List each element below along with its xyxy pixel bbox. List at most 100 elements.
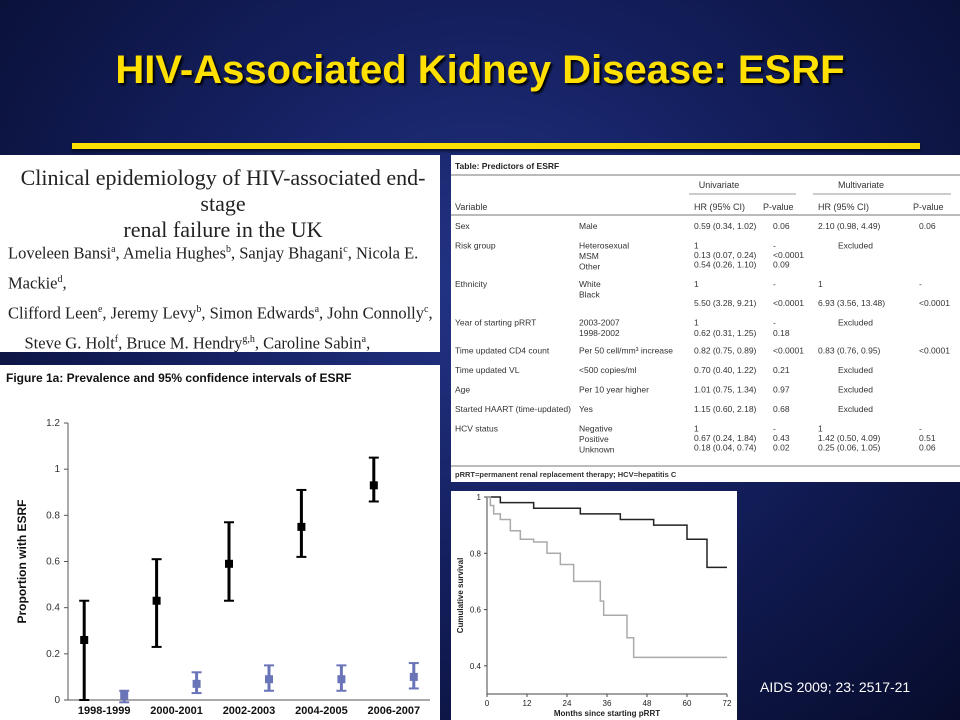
row-level: White: [579, 279, 601, 289]
table-row: Started HAART (time-updated) Yes 1.15 (0.6…: [455, 404, 873, 414]
estimate-point: [369, 481, 378, 490]
row-level: Black: [579, 290, 601, 300]
estimate-point: [192, 679, 201, 688]
table-title: Table: Predictors of ESRF: [455, 161, 559, 171]
univariate-p: <0.0001: [773, 250, 804, 260]
x-tick-label: 2002-2003: [223, 705, 276, 717]
row-variable: Time updated CD4 count: [455, 346, 550, 356]
y-tick-label: 0.4: [470, 662, 482, 671]
column-header: HR (95% CI): [694, 202, 745, 212]
y-tick-label: 1: [477, 493, 482, 502]
univariate-p: 0.68: [773, 404, 790, 414]
univariate-p: -: [773, 241, 776, 251]
multivariate-p: <0.0001: [919, 298, 950, 308]
row-variable: Ethnicity: [455, 279, 488, 289]
row-level: Negative: [579, 424, 613, 434]
y-tick-label: 1: [54, 464, 60, 475]
table-row: Age Per 10 year higher 1.01 (0.75, 1.34) 0.…: [455, 385, 873, 395]
column-header: P-value: [913, 202, 944, 212]
multivariate-p: 0.06: [919, 442, 936, 452]
estimate-point: [120, 691, 129, 700]
table-footnote: pRRT=permanent renal replacement therapy…: [455, 470, 677, 479]
column-header: HR (95% CI): [818, 202, 869, 212]
multivariate-hr: 1: [818, 424, 823, 434]
row-level: Per 50 cell/mm³ increase: [579, 346, 673, 356]
row-variable: Age: [455, 385, 470, 395]
y-tick-label: 0.4: [46, 603, 60, 614]
univariate-hr: 1.15 (0.60, 2.18): [694, 404, 757, 414]
y-tick-label: 0.6: [46, 557, 60, 568]
univariate-p: 0.43: [773, 433, 790, 443]
paper-title: Clinical epidemiology of HIV-associated …: [8, 165, 438, 243]
estimate-point: [337, 675, 346, 684]
multivariate-hr: 2.10 (0.98, 4.49): [818, 221, 881, 231]
column-header: Variable: [455, 202, 487, 212]
y-axis-label: Cumulative survival: [456, 558, 465, 634]
row-level: Other: [579, 262, 600, 272]
multivariate-hr: 0.83 (0.76, 0.95): [818, 346, 881, 356]
multivariate-hr: Excluded: [838, 318, 873, 328]
x-tick-label: 72: [723, 699, 732, 708]
row-level: Unknown: [579, 445, 615, 455]
row-variable: Time updated VL: [455, 365, 520, 375]
univariate-hr: 0.82 (0.75, 0.89): [694, 346, 757, 356]
x-tick-label: 24: [563, 699, 572, 708]
row-level: Positive: [579, 434, 609, 444]
slide-title: HIV-Associated Kidney Disease: ESRF: [115, 48, 845, 92]
survival-chart: 0.4 0.6 0.8 1 0 12 24 36 48 60 72 Months since star…: [456, 493, 732, 718]
univariate-hr: 0.54 (0.26, 1.10): [694, 259, 757, 269]
multivariate-hr: 0.25 (0.06, 1.05): [818, 442, 881, 452]
multivariate-hr: 1.42 (0.50, 4.09): [818, 433, 881, 443]
y-tick-label: 1.2: [46, 418, 60, 429]
univariate-p: -: [773, 318, 776, 328]
x-tick-label: 48: [643, 699, 652, 708]
univariate-p: 0.06: [773, 221, 790, 231]
paper-title-line1: Clinical epidemiology of HIV-associated …: [20, 165, 426, 216]
x-axis-label: Months since starting pRRT: [554, 709, 660, 718]
estimate-point: [265, 675, 273, 684]
predictors-table-panel: Table: Predictors of ESRF Univariate Multi…: [451, 155, 960, 482]
group-header-multivariate: Multivariate: [838, 180, 884, 190]
y-tick-label: 0.2: [46, 649, 60, 660]
x-tick-label: 0: [485, 699, 490, 708]
paper-authors: Loveleen Bansia, Amelia Hughesb, Sanjay …: [8, 243, 433, 353]
univariate-hr: 0.70 (0.40, 1.22): [694, 365, 757, 375]
multivariate-hr: 1: [818, 279, 823, 289]
row-variable: Risk group: [455, 241, 496, 251]
univariate-hr: 0.18 (0.04, 0.74): [694, 442, 757, 452]
group-header-univariate: Univariate: [699, 180, 740, 190]
multivariate-p: -: [919, 424, 922, 434]
univariate-hr: 1: [694, 241, 699, 251]
row-level: Per 10 year higher: [579, 385, 649, 395]
univariate-hr: 0.13 (0.07, 0.24): [694, 250, 757, 260]
univariate-hr: 1: [694, 424, 699, 434]
y-axis-label: Proportion with ESRF: [15, 500, 29, 624]
row-level: Heterosexual: [579, 241, 629, 251]
univariate-p: 0.97: [773, 385, 790, 395]
y-tick-label: 0.8: [46, 510, 60, 521]
x-tick-label: 2004-2005: [295, 705, 348, 717]
multivariate-hr: Excluded: [838, 385, 873, 395]
figure-caption: Figure 1a: Prevalence and 95% confidence…: [6, 371, 352, 385]
survival-chart-panel: 0.4 0.6 0.8 1 0 12 24 36 48 60 72 Months since star…: [451, 491, 737, 720]
survival-curve: [487, 496, 727, 659]
univariate-p: 0.09: [773, 259, 790, 269]
multivariate-hr: 6.93 (3.56, 13.48): [818, 298, 885, 308]
x-tick-label: 36: [603, 699, 612, 708]
column-header: P-value: [763, 202, 794, 212]
paper-title-line2: renal failure in the UK: [123, 217, 323, 242]
y-tick-label: 0.6: [470, 606, 482, 615]
estimate-point: [152, 596, 161, 605]
univariate-p: <0.0001: [773, 298, 804, 308]
multivariate-hr: Excluded: [838, 365, 873, 375]
univariate-hr: 1: [694, 318, 699, 328]
row-variable: Year of starting pRRT: [455, 318, 536, 328]
univariate-hr: 5.50 (3.28, 9.21): [694, 298, 757, 308]
row-level: 2003-2007: [579, 318, 620, 328]
row-level: 1998-2002: [579, 328, 620, 338]
table-row: Sex Male 0.59 (0.34, 1.02) 0.06 2.10 (0.98, …: [455, 221, 936, 231]
x-tick-label: 12: [523, 699, 532, 708]
title-underline: [72, 143, 920, 149]
